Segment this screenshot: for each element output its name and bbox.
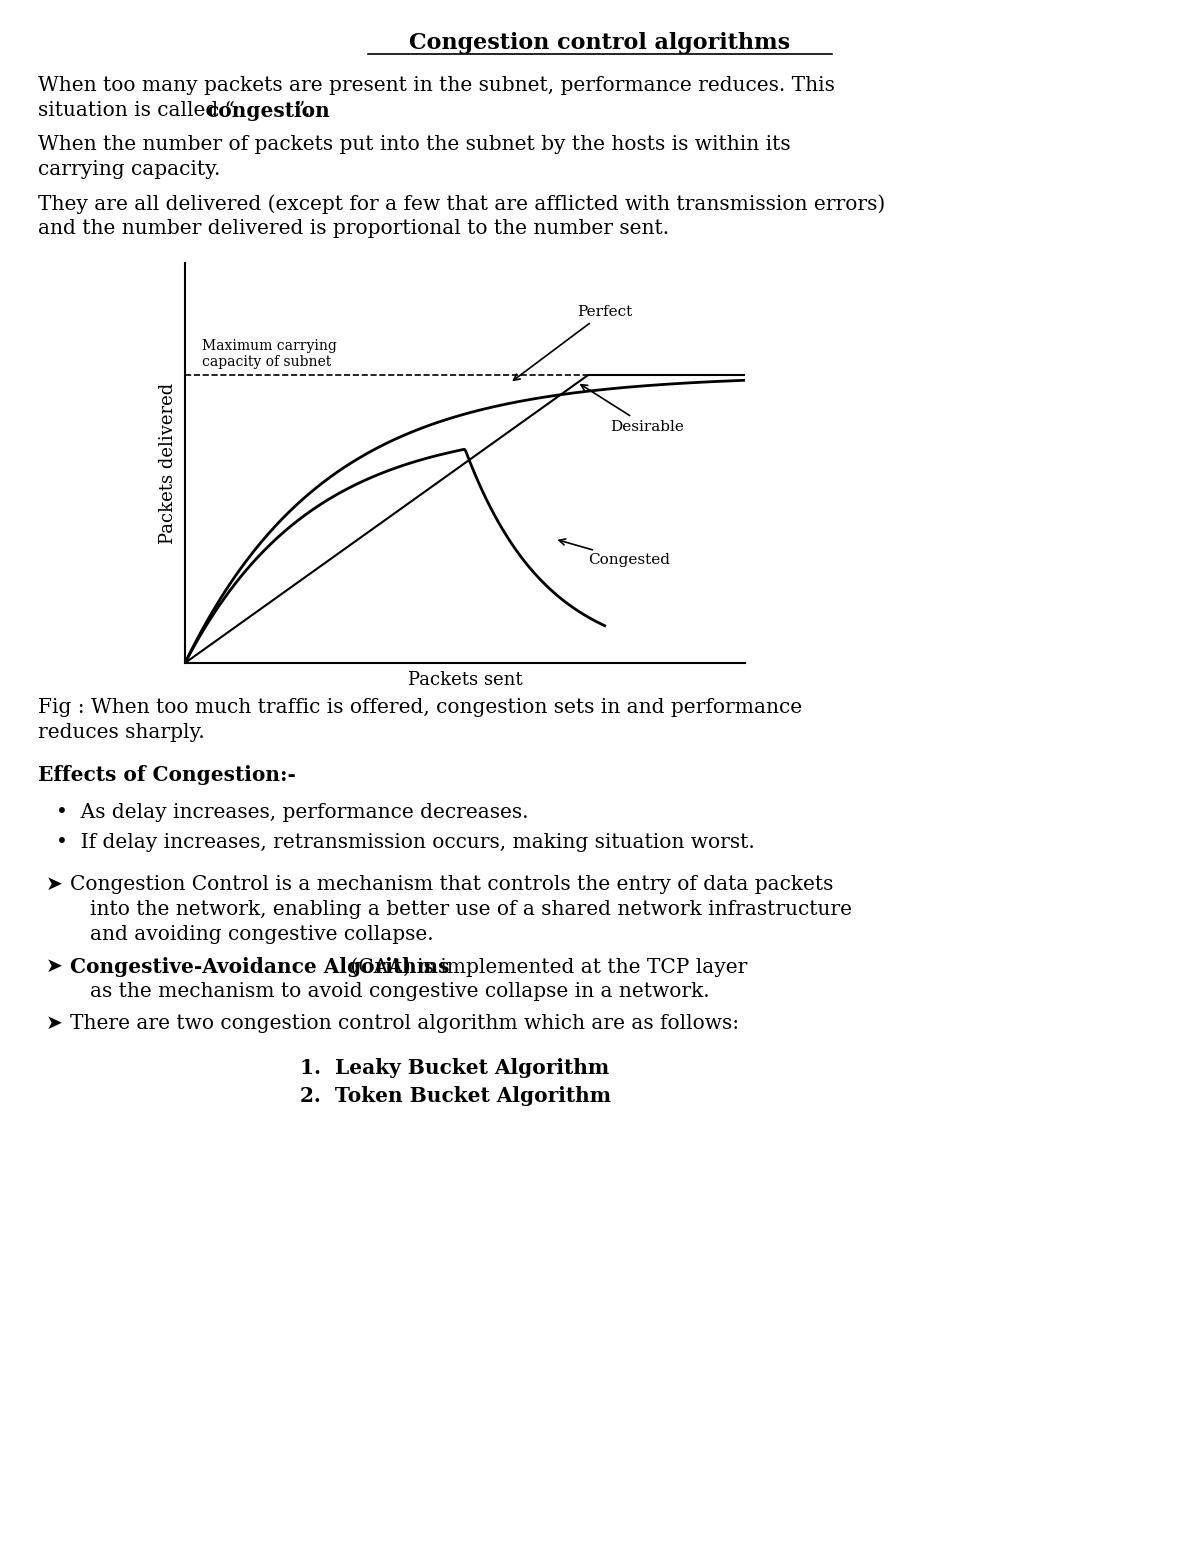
Text: capacity of subnet: capacity of subnet xyxy=(202,356,331,370)
Text: There are two congestion control algorithm which are as follows:: There are two congestion control algorit… xyxy=(70,1014,739,1033)
Y-axis label: Packets delivered: Packets delivered xyxy=(158,382,176,544)
Text: Congestion control algorithms: Congestion control algorithms xyxy=(409,33,791,54)
Text: Congested: Congested xyxy=(559,539,671,567)
Text: into the network, enabling a better use of a shared network infrastructure: into the network, enabling a better use … xyxy=(90,901,852,919)
Text: They are all delivered (except for a few that are afflicted with transmission er: They are all delivered (except for a few… xyxy=(38,194,886,214)
Text: 1.  Leaky Bucket Algorithm: 1. Leaky Bucket Algorithm xyxy=(300,1058,610,1078)
Text: congestion: congestion xyxy=(206,101,330,121)
Text: When too many packets are present in the subnet, performance reduces. This: When too many packets are present in the… xyxy=(38,76,835,95)
Text: 2.  Token Bucket Algorithm: 2. Token Bucket Algorithm xyxy=(300,1086,611,1106)
Text: ”.: ”. xyxy=(295,101,312,120)
X-axis label: Packets sent: Packets sent xyxy=(408,671,522,690)
Text: and the number delivered is proportional to the number sent.: and the number delivered is proportional… xyxy=(38,219,670,238)
Text: Perfect: Perfect xyxy=(514,304,632,380)
Text: •  If delay increases, retransmission occurs, making situation worst.: • If delay increases, retransmission occ… xyxy=(56,832,755,853)
Text: ➤: ➤ xyxy=(46,1014,62,1033)
Text: carrying capacity.: carrying capacity. xyxy=(38,160,221,179)
Text: situation is called “: situation is called “ xyxy=(38,101,235,120)
Text: Desirable: Desirable xyxy=(581,385,684,433)
Text: Congestion Control is a mechanism that controls the entry of data packets: Congestion Control is a mechanism that c… xyxy=(70,874,833,895)
Text: (CAA) is implemented at the TCP layer: (CAA) is implemented at the TCP layer xyxy=(344,957,748,977)
Text: and avoiding congestive collapse.: and avoiding congestive collapse. xyxy=(90,926,433,944)
Text: reduces sharply.: reduces sharply. xyxy=(38,724,205,742)
Text: When the number of packets put into the subnet by the hosts is within its: When the number of packets put into the … xyxy=(38,135,791,154)
Text: Fig : When too much traffic is offered, congestion sets in and performance: Fig : When too much traffic is offered, … xyxy=(38,697,802,717)
Text: Congestive-Avoidance Algorithms: Congestive-Avoidance Algorithms xyxy=(70,957,450,977)
Text: •  As delay increases, performance decreases.: • As delay increases, performance decrea… xyxy=(56,803,528,822)
Text: Maximum carrying: Maximum carrying xyxy=(202,339,337,353)
Text: ➤: ➤ xyxy=(46,874,62,895)
Text: Effects of Congestion:-: Effects of Congestion:- xyxy=(38,766,296,784)
Text: as the mechanism to avoid congestive collapse in a network.: as the mechanism to avoid congestive col… xyxy=(90,981,709,1002)
Text: ➤: ➤ xyxy=(46,957,62,975)
